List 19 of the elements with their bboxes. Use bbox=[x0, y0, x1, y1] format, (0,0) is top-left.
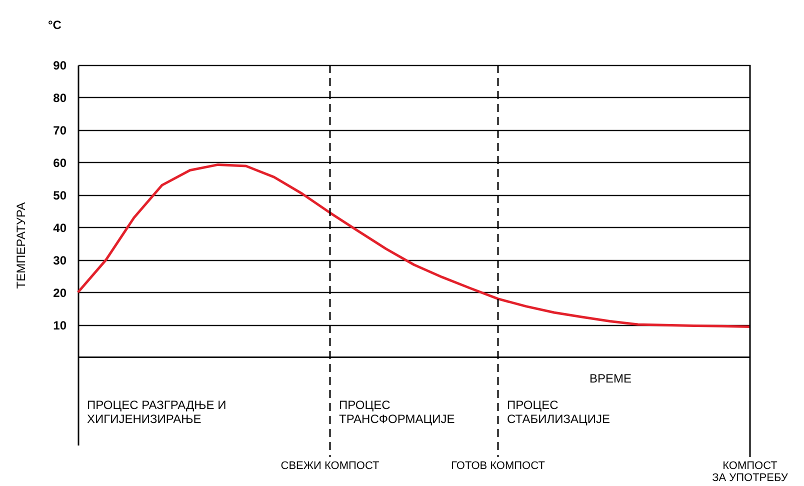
x-tick-label: СВЕЖИ КОМПОСТ bbox=[280, 460, 380, 472]
y-tick-label: 30 bbox=[53, 253, 67, 268]
y-tick-label: 20 bbox=[53, 286, 67, 300]
x-axis-title: ВРЕМЕ bbox=[589, 372, 632, 386]
annotation: ПРОЦЕС РАЗГРАДЊЕ И ХИГИЈЕНИЗИРАЊЕ bbox=[87, 398, 226, 426]
annotation: ПРОЦЕС СТАБИЛИЗАЦИЈЕ bbox=[507, 398, 610, 426]
y-tick-label: 90 bbox=[53, 58, 67, 72]
y-tick-label: 10 bbox=[53, 318, 67, 332]
y-tick-label: 50 bbox=[53, 188, 67, 202]
y-tick-label: 40 bbox=[53, 220, 67, 235]
y-tick-label: 60 bbox=[53, 156, 67, 170]
x-tick-label: ГОТОВ КОМПОСТ bbox=[451, 460, 546, 472]
y-axis-title: ТЕМПЕРАТУРА bbox=[14, 202, 28, 289]
x-tick-label: КОМПОСТ ЗА УПОТРЕБУ bbox=[712, 460, 789, 484]
y-tick-label: 70 bbox=[53, 123, 67, 138]
y-tick-label: 80 bbox=[53, 90, 67, 105]
text: °C bbox=[48, 18, 62, 32]
annotation: ПРОЦЕС ТРАНСФОРМАЦИЈЕ bbox=[339, 398, 455, 426]
line-series bbox=[76, 163, 752, 328]
